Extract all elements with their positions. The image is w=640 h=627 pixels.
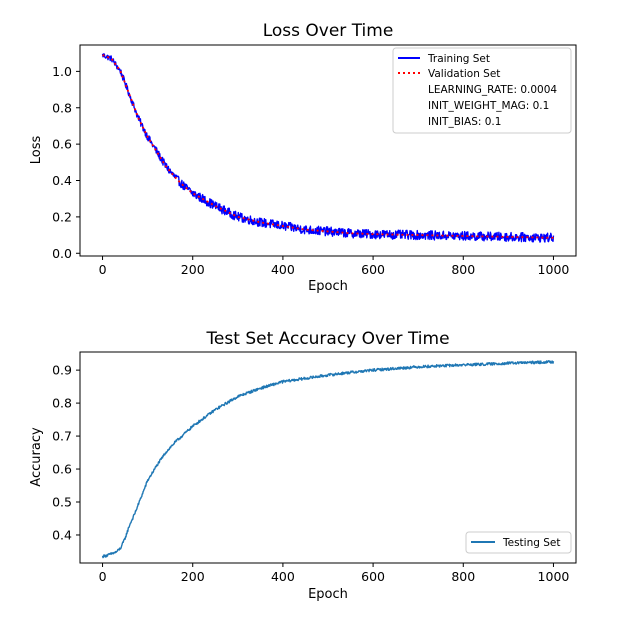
- y-axis-ticks: 0.4 0.5 0.6 0.7 0.8 0.9: [52, 363, 80, 542]
- legend-label-testing: Testing Set: [502, 537, 561, 549]
- y-tick-label: 1.0: [52, 64, 72, 79]
- x-tick-label: 800: [451, 569, 475, 584]
- plot-area: [101, 53, 555, 243]
- legend-label-learning-rate: LEARNING_RATE: 0.0004: [428, 84, 557, 96]
- x-tick-label: 800: [451, 262, 475, 277]
- y-tick-label: 0.0: [52, 246, 72, 261]
- axes-frame: [79, 351, 577, 564]
- legend-label-init-bias: INIT_BIAS: 0.1: [428, 116, 501, 128]
- series-line-validation-set: [102, 54, 554, 239]
- x-axis-ticks: 0 200 400 600 800 1000: [99, 563, 570, 584]
- legend: Testing Set: [465, 531, 572, 554]
- y-axis-label: Loss: [29, 136, 44, 165]
- legend-label-init-weight-mag: INIT_WEIGHT_MAG: 0.1: [428, 100, 549, 112]
- x-tick-label: 600: [361, 262, 385, 277]
- legend-label-training: Training Set: [427, 53, 490, 65]
- x-tick-label: 0: [99, 262, 107, 277]
- plot-area: [101, 360, 555, 559]
- axes-frame: [79, 44, 577, 257]
- y-tick-label: 0.2: [52, 209, 72, 224]
- y-tick-label: 0.6: [52, 462, 72, 477]
- legend-box: [465, 531, 572, 554]
- x-tick-label: 0: [99, 569, 107, 584]
- y-tick-label: 0.7: [52, 429, 72, 444]
- y-tick-label: 0.8: [52, 100, 72, 115]
- y-axis-label: Accuracy: [29, 427, 44, 487]
- x-axis-ticks: 0 200 400 600 800 1000: [99, 256, 570, 277]
- chart-title: Test Set Accuracy Over Time: [205, 329, 449, 349]
- series-line-testing-set: [101, 360, 555, 559]
- x-axis-label: Epoch: [308, 587, 348, 602]
- y-tick-label: 0.5: [52, 495, 72, 510]
- accuracy-chart: Test Set Accuracy Over Time 0 200 400 600 80…: [29, 329, 577, 602]
- legend-label-validation: Validation Set: [428, 68, 500, 80]
- x-tick-label: 1000: [538, 569, 570, 584]
- x-tick-label: 200: [181, 262, 205, 277]
- x-tick-label: 1000: [538, 262, 570, 277]
- y-axis-ticks: 0.0 0.2 0.4 0.6 0.8 1.0: [52, 64, 80, 261]
- y-tick-label: 0.9: [52, 363, 72, 378]
- y-tick-label: 0.8: [52, 396, 72, 411]
- y-tick-label: 0.6: [52, 137, 72, 152]
- legend-box: [392, 47, 572, 134]
- x-axis-label: Epoch: [308, 279, 348, 294]
- x-tick-label: 200: [181, 569, 205, 584]
- legend: Training Set Validation Set LEARNING_RAT…: [392, 47, 572, 134]
- x-tick-label: 400: [271, 569, 295, 584]
- loss-chart: Loss Over Time 0 200 400 600 800 1000 0.00.20…: [29, 21, 577, 294]
- x-tick-label: 400: [271, 262, 295, 277]
- y-tick-label: 0.4: [52, 173, 72, 188]
- series-line-training-set: [101, 53, 555, 243]
- chart-title: Loss Over Time: [263, 21, 394, 41]
- x-tick-label: 600: [361, 569, 385, 584]
- y-tick-label: 0.4: [52, 527, 72, 542]
